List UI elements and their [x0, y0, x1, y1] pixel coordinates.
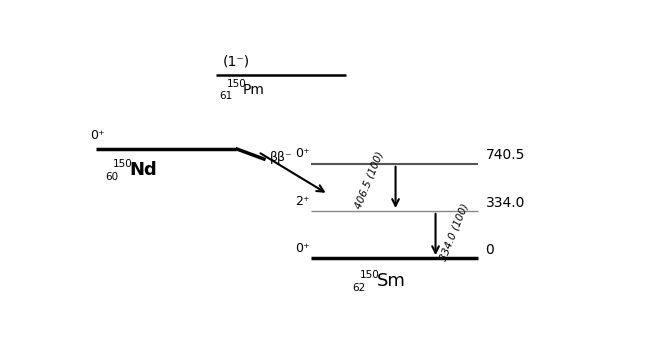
Text: Sm: Sm [377, 272, 406, 290]
Text: 0⁺: 0⁺ [90, 129, 105, 141]
Text: 150: 150 [113, 159, 133, 169]
Text: 150: 150 [359, 270, 379, 280]
Text: 0: 0 [486, 243, 494, 257]
Text: 406.5 (100): 406.5 (100) [353, 150, 386, 211]
Text: Pm: Pm [243, 83, 265, 97]
Text: Nd: Nd [130, 161, 157, 179]
Text: 62: 62 [352, 283, 365, 293]
Text: ββ⁻: ββ⁻ [270, 151, 292, 164]
Text: (1⁻): (1⁻) [223, 54, 250, 68]
Text: 2⁺: 2⁺ [295, 194, 310, 208]
Text: 60: 60 [106, 172, 119, 182]
Text: 0⁺: 0⁺ [295, 242, 310, 255]
Text: 334.0 (100): 334.0 (100) [439, 202, 471, 262]
Text: 150: 150 [226, 79, 246, 89]
Text: 740.5: 740.5 [486, 148, 525, 162]
Text: 0⁺: 0⁺ [295, 147, 310, 160]
Text: 61: 61 [219, 91, 233, 100]
Text: 334.0: 334.0 [486, 195, 525, 210]
